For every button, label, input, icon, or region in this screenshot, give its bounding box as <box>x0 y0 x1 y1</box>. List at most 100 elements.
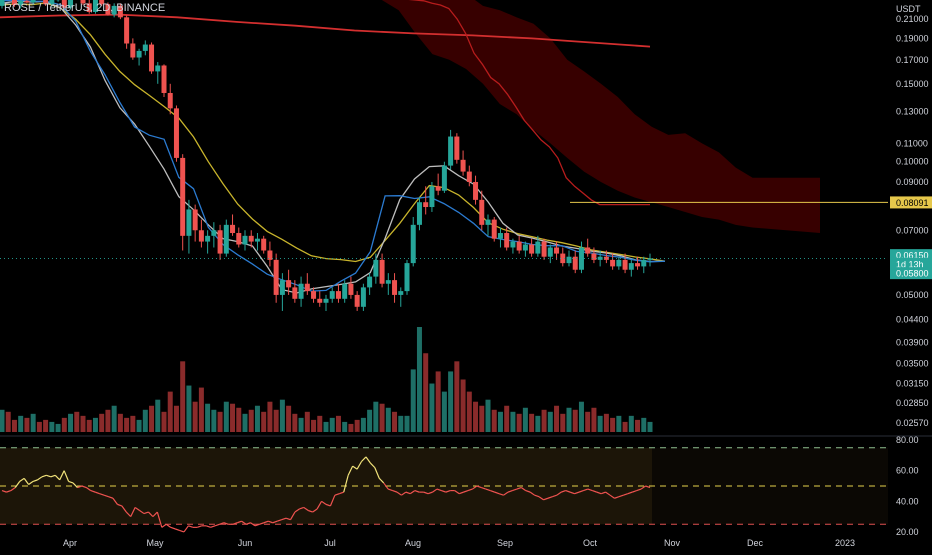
candle-body <box>373 260 378 277</box>
candle-body <box>386 280 391 284</box>
volume-bar <box>155 400 160 432</box>
volume-bar <box>535 416 540 432</box>
candle-body <box>355 295 360 307</box>
volume-bar <box>554 406 559 432</box>
x-tick-label: Nov <box>664 538 681 548</box>
rsi-line-segment <box>211 526 215 528</box>
volume-bar <box>380 404 385 432</box>
candle-body <box>180 158 185 236</box>
candle-body <box>162 65 167 92</box>
volume-bar <box>149 406 154 432</box>
volume-bar <box>267 402 272 432</box>
volume-bar <box>598 416 603 432</box>
volume-bar <box>330 418 335 432</box>
candle-body <box>411 225 416 263</box>
volume-bar <box>168 392 173 432</box>
volume-bar <box>436 371 441 432</box>
volume-bar <box>93 418 98 432</box>
rsi-line-segment <box>162 524 166 527</box>
volume-bar <box>641 418 646 432</box>
candle-body <box>286 280 291 287</box>
volume-bar <box>610 418 615 432</box>
volume-bar <box>255 406 260 432</box>
volume-bar <box>542 410 547 432</box>
volume-bar <box>87 420 92 432</box>
candle-body <box>342 284 347 299</box>
candle-body <box>610 260 615 267</box>
volume-bar <box>124 418 129 432</box>
volume-bar <box>224 402 229 432</box>
volume-bar <box>211 410 216 432</box>
price-tick-label: 0.15000 <box>896 79 929 89</box>
candle-body <box>186 209 191 235</box>
candle-body <box>635 263 640 266</box>
volume-bar <box>324 422 329 432</box>
candle-body <box>361 287 366 306</box>
volume-bar <box>585 412 590 432</box>
candle-body <box>479 200 484 225</box>
candle-body <box>348 284 353 295</box>
candle-body <box>523 245 528 251</box>
volume-bar <box>274 410 279 432</box>
candle-body <box>548 247 553 256</box>
candle-body <box>299 284 304 299</box>
candle-body <box>155 65 160 71</box>
candle-body <box>205 236 210 242</box>
candle-body <box>280 280 285 295</box>
volume-bar <box>280 400 285 432</box>
candle-body <box>467 172 472 182</box>
volume-bar <box>162 412 167 432</box>
price-tick-label: 0.17000 <box>896 55 929 65</box>
candle-body <box>243 236 248 245</box>
volume-bar <box>635 420 640 432</box>
volume-bar <box>68 414 73 432</box>
volume-bar <box>648 422 653 432</box>
volume-bar <box>311 420 316 432</box>
volume-bar <box>579 402 584 432</box>
candle-body <box>442 166 447 191</box>
rsi-line-segment <box>197 526 201 528</box>
volume-bar <box>205 404 210 432</box>
price-tick-label: 0.03500 <box>896 358 929 368</box>
candle-body <box>454 137 459 160</box>
volume-bar <box>423 353 428 432</box>
candle-body <box>124 17 129 43</box>
volume-bar <box>473 402 478 432</box>
volume-bar <box>230 404 235 432</box>
rsi-line-segment <box>175 529 179 531</box>
candle-body <box>429 186 434 207</box>
volume-bar <box>454 361 459 432</box>
price-tick-label: 0.04400 <box>896 314 929 324</box>
candle-body <box>398 291 403 295</box>
candle-body <box>193 209 198 230</box>
rsi-line-segment <box>206 526 210 528</box>
volume-bar <box>112 406 117 432</box>
volume-bar <box>461 380 466 433</box>
volume-bar <box>199 388 204 432</box>
volume-bar <box>510 412 515 432</box>
volume-bar <box>130 416 135 432</box>
volume-bar <box>62 418 67 432</box>
volume-bar <box>243 414 248 432</box>
rsi-line-segment <box>171 527 175 529</box>
volume-bar <box>398 416 403 432</box>
volume-bar <box>193 402 198 432</box>
candle-body <box>261 239 266 251</box>
candle-body <box>579 247 584 269</box>
candle-body <box>317 299 322 303</box>
price-marker-label: 0.05800 <box>896 269 929 279</box>
price-tick-label: 0.10000 <box>896 157 929 167</box>
rsi-tick-label: 40.00 <box>896 496 919 506</box>
candle-body <box>168 93 173 108</box>
volume-bar <box>548 412 553 432</box>
candle-body <box>461 160 466 172</box>
rsi-tick-label: 60.00 <box>896 466 919 476</box>
candle-body <box>629 263 634 270</box>
volume-bar <box>442 392 447 432</box>
volume-bar <box>411 369 416 432</box>
volume-bar <box>604 414 609 432</box>
volume-bar <box>174 406 179 432</box>
volume-bar <box>336 416 341 432</box>
price-tick-label: 0.02850 <box>896 398 929 408</box>
